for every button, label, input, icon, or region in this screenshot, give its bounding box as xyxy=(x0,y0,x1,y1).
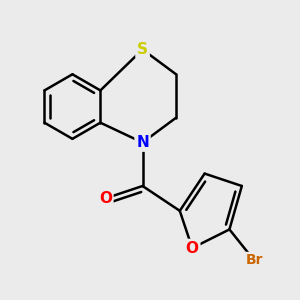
Text: Br: Br xyxy=(245,254,263,268)
Text: S: S xyxy=(137,42,148,57)
Text: O: O xyxy=(99,191,112,206)
Text: N: N xyxy=(136,135,149,150)
Text: O: O xyxy=(186,241,199,256)
